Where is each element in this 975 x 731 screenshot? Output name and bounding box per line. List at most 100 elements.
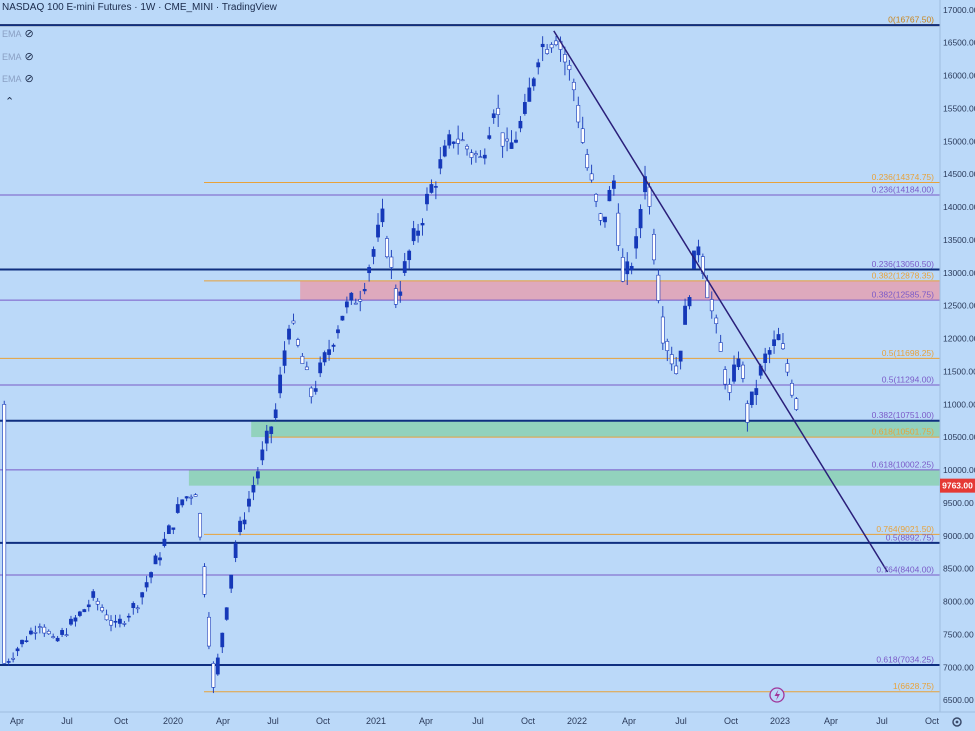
candle-up[interactable]: [349, 291, 354, 305]
candle-up[interactable]: [536, 58, 541, 75]
candle-up[interactable]: [522, 93, 527, 116]
candle-up[interactable]: [260, 441, 265, 466]
candle-up[interactable]: [371, 246, 376, 265]
candle-down[interactable]: [652, 228, 656, 265]
candle-up[interactable]: [376, 213, 380, 242]
candle-up[interactable]: [153, 553, 158, 565]
candle-up[interactable]: [269, 426, 274, 444]
candle-down[interactable]: [389, 249, 394, 280]
candle-down[interactable]: [51, 633, 56, 639]
candle-down[interactable]: [2, 400, 7, 665]
candle-up[interactable]: [429, 179, 434, 194]
candle-down[interactable]: [95, 598, 100, 611]
chevron-up-icon[interactable]: ⌃: [5, 96, 15, 108]
candle-up[interactable]: [184, 496, 189, 502]
candle-down[interactable]: [549, 42, 554, 53]
candle-down[interactable]: [189, 494, 194, 505]
candle-up[interactable]: [634, 228, 639, 259]
candle-up[interactable]: [331, 343, 336, 352]
candle-down[interactable]: [616, 203, 621, 251]
candle-up[interactable]: [411, 220, 416, 245]
candle-up[interactable]: [776, 327, 781, 341]
candle-up[interactable]: [255, 467, 260, 485]
candle-up[interactable]: [451, 141, 456, 149]
candle-down[interactable]: [207, 612, 211, 650]
candle-up[interactable]: [629, 262, 634, 275]
candle-up[interactable]: [402, 252, 407, 276]
candle-up[interactable]: [438, 147, 443, 175]
candle-up[interactable]: [754, 379, 759, 405]
candle-up[interactable]: [322, 350, 327, 366]
candle-down[interactable]: [309, 386, 314, 404]
candle-up[interactable]: [20, 639, 24, 648]
candle-down[interactable]: [669, 346, 674, 371]
candle-up[interactable]: [362, 282, 367, 295]
last-price-tag[interactable]: [940, 478, 975, 493]
candle-down[interactable]: [122, 621, 127, 627]
event-marker-icon[interactable]: [769, 687, 785, 703]
candle-down[interactable]: [296, 337, 300, 348]
candle-up[interactable]: [344, 296, 349, 314]
candle-up[interactable]: [144, 575, 149, 592]
zone-support-lower[interactable]: [188, 469, 940, 486]
candle-down[interactable]: [745, 400, 750, 432]
candle-up[interactable]: [736, 351, 741, 370]
candle-down[interactable]: [714, 314, 719, 334]
candle-up[interactable]: [69, 615, 73, 626]
candle-down[interactable]: [385, 235, 389, 259]
candle-up[interactable]: [77, 610, 82, 618]
candle-up[interactable]: [425, 187, 429, 211]
candle-down[interactable]: [474, 150, 478, 163]
price-axis-panel[interactable]: [940, 0, 975, 712]
candle-up[interactable]: [447, 129, 452, 149]
candle-down[interactable]: [576, 96, 581, 129]
candle-up[interactable]: [29, 627, 33, 636]
candle-up[interactable]: [482, 148, 487, 165]
candle-up[interactable]: [420, 218, 425, 236]
candle-up[interactable]: [638, 204, 643, 239]
candle-down[interactable]: [563, 46, 567, 76]
candle-down[interactable]: [358, 290, 363, 312]
candle-down[interactable]: [300, 352, 305, 364]
candle-down[interactable]: [42, 624, 47, 637]
candle-up[interactable]: [166, 524, 171, 535]
candle-up[interactable]: [336, 325, 340, 339]
indicator-row-1[interactable]: EMA ⊘: [2, 27, 34, 40]
eye-off-icon[interactable]: ⊘: [24, 28, 34, 40]
candle-up[interactable]: [287, 324, 291, 345]
candle-down[interactable]: [193, 493, 198, 497]
candle-up[interactable]: [540, 36, 545, 62]
candle-down[interactable]: [64, 628, 69, 637]
candle-down[interactable]: [11, 652, 16, 663]
candle-down[interactable]: [46, 629, 51, 635]
candle-up[interactable]: [24, 636, 29, 643]
candle-up[interactable]: [86, 599, 91, 612]
candle-down[interactable]: [135, 605, 140, 614]
candle-down[interactable]: [571, 78, 576, 102]
candle-up[interactable]: [238, 516, 242, 536]
candle-up[interactable]: [158, 552, 162, 566]
time-axis-panel[interactable]: [0, 712, 975, 731]
candle-down[interactable]: [781, 332, 785, 351]
eye-off-icon[interactable]: ⊘: [24, 73, 34, 85]
candle-up[interactable]: [175, 497, 180, 514]
candle-up[interactable]: [180, 499, 185, 508]
candle-down[interactable]: [567, 59, 572, 81]
candle-up[interactable]: [278, 366, 283, 399]
candle-up[interactable]: [518, 116, 523, 133]
candle-down[interactable]: [37, 623, 42, 634]
candle-up[interactable]: [282, 341, 287, 374]
candle-down[interactable]: [554, 35, 558, 47]
zone-support-upper[interactable]: [251, 420, 940, 438]
candle-down[interactable]: [469, 149, 474, 165]
candle-up[interactable]: [140, 591, 145, 605]
candle-down[interactable]: [393, 284, 398, 309]
indicator-row-3[interactable]: EMA ⊘: [2, 72, 34, 85]
candle-up[interactable]: [118, 614, 122, 628]
candle-up[interactable]: [215, 653, 220, 676]
candle-down[interactable]: [580, 116, 585, 144]
candle-up[interactable]: [149, 571, 153, 584]
candle-up[interactable]: [251, 476, 256, 501]
candle-up[interactable]: [687, 295, 692, 310]
